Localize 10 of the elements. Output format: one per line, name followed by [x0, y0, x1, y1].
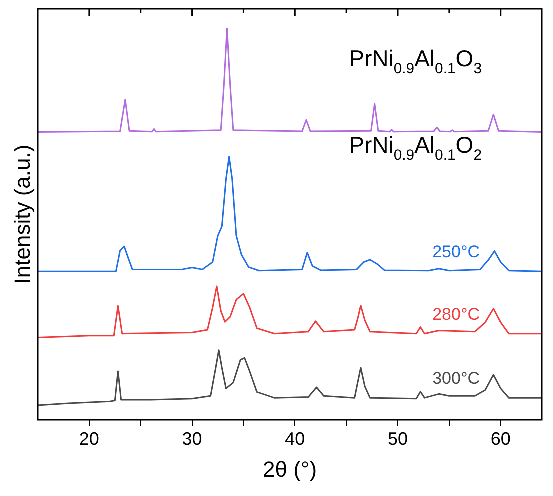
series-label: 250°C	[432, 242, 480, 262]
x-axis-title: 2θ (°)	[262, 456, 318, 482]
series-label: 280°C	[432, 304, 480, 324]
y-axis-title: Intensity (a.u.)	[10, 144, 35, 284]
x-tick-label: 60	[490, 428, 511, 449]
x-tick-label: 50	[388, 428, 408, 449]
x-tick-label: 40	[285, 428, 306, 449]
x-tick-label: 20	[79, 428, 100, 449]
series-label: 300°C	[432, 369, 480, 388]
x-tick-label: 30	[182, 428, 202, 449]
